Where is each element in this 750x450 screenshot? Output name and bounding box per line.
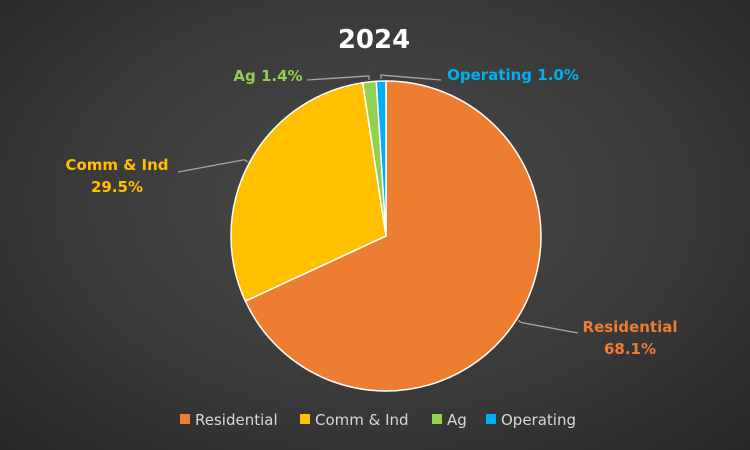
data-labels: Residential 68.1% Comm & Ind 29.5% Ag 1.4% Op… bbox=[65, 66, 677, 358]
data-label-residential: Residential 68.1% bbox=[583, 318, 678, 358]
leader-line-comm-ind bbox=[177, 159, 249, 173]
chart-title: 2024 bbox=[338, 25, 410, 55]
legend-swatch-residential bbox=[180, 414, 190, 424]
legend-item-ag: Ag bbox=[432, 411, 467, 429]
legend-item-comm-ind: Comm & Ind bbox=[300, 411, 409, 429]
data-label-comm-ind: Comm & Ind 29.5% bbox=[65, 156, 168, 196]
legend-item-residential: Residential bbox=[180, 411, 278, 429]
pie-slice-comm-ind bbox=[230, 81, 387, 303]
legend: Residential Comm & Ind Ag Operating bbox=[180, 411, 576, 429]
leader-line-operating bbox=[380, 74, 442, 81]
pie-slice-residential bbox=[244, 80, 542, 392]
leader-line-residential bbox=[517, 319, 579, 334]
legend-swatch-ag bbox=[432, 414, 442, 424]
pie-slices bbox=[230, 80, 542, 392]
data-label-ag: Ag 1.4% bbox=[233, 67, 302, 85]
legend-swatch-operating bbox=[486, 414, 496, 424]
pie-slice-operating bbox=[375, 80, 387, 237]
leader-line-ag bbox=[306, 75, 370, 81]
legend-label-operating: Operating bbox=[501, 411, 576, 429]
legend-swatch-comm-ind bbox=[300, 414, 310, 424]
legend-item-operating: Operating bbox=[486, 411, 576, 429]
data-label-operating: Operating 1.0% bbox=[447, 66, 579, 84]
legend-label-ag: Ag bbox=[447, 411, 467, 429]
leader-lines bbox=[177, 74, 579, 334]
legend-label-residential: Residential bbox=[195, 411, 278, 429]
legend-label-comm-ind: Comm & Ind bbox=[315, 411, 409, 429]
